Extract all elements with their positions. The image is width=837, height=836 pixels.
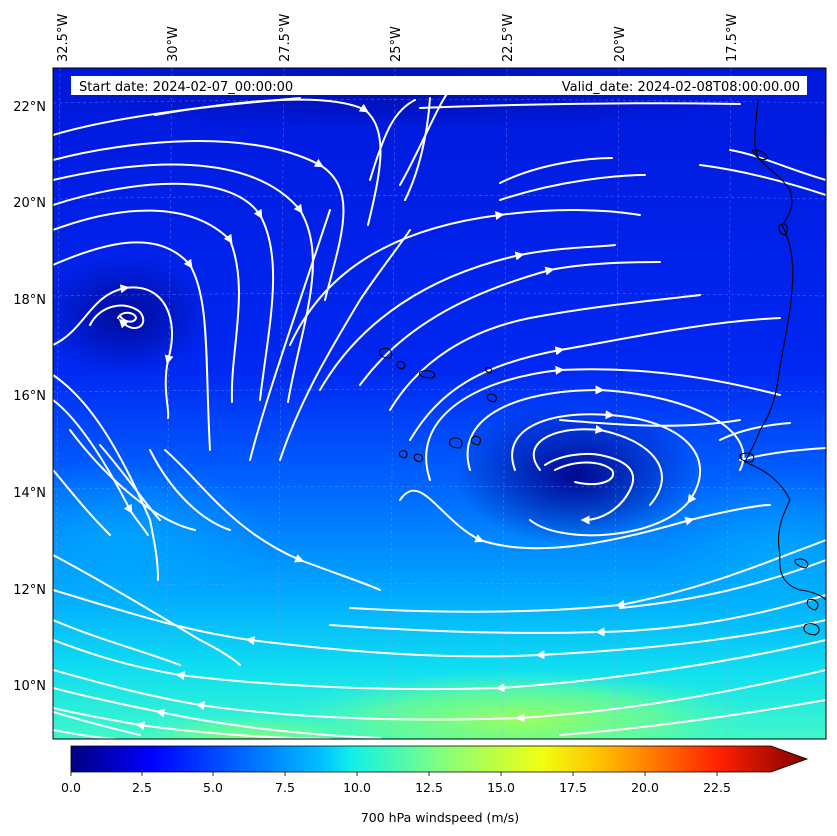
- colorbar-tick-label: 12.5: [415, 780, 443, 795]
- coastlines: [378, 99, 826, 636]
- lat-label: 22°N: [13, 100, 46, 115]
- start-date-text: Start date: 2024-02-07_00:00:00: [79, 80, 293, 95]
- colorbar-bar: [70, 745, 809, 773]
- lon-label: 25°W: [389, 26, 404, 62]
- lon-label: 22.5°W: [501, 14, 516, 62]
- lat-label: 16°N: [13, 389, 46, 404]
- lon-label: 17.5°W: [725, 14, 740, 62]
- lat-label: 14°N: [13, 486, 46, 501]
- low-west-core: [53, 255, 210, 375]
- latitude-labels: 22°N 20°N 18°N 16°N 14°N 12°N 10°N: [13, 100, 46, 694]
- colorbar: 0.0 2.5 5.0 7.5 10.0 12.5 15.0 17.5 20.0…: [61, 745, 809, 825]
- colorbar-tick-label: 5.0: [203, 780, 223, 795]
- streamlines: [53, 89, 826, 739]
- lat-label: 12°N: [13, 583, 46, 598]
- valid-date-text: Valid_date: 2024-02-08T08:00:00.00: [562, 80, 800, 95]
- lon-label: 20°W: [613, 26, 628, 62]
- colorbar-title: 700 hPa windspeed (m/s): [361, 810, 519, 825]
- lat-label: 20°N: [13, 196, 46, 211]
- map-frame: [52, 67, 827, 740]
- colorbar-tick-label: 20.0: [631, 780, 659, 795]
- lat-label: 18°N: [13, 293, 46, 308]
- info-banner: [71, 76, 807, 95]
- longitude-labels: 32.5°W 30°W 27.5°W 25°W 22.5°W 20°W 17.5…: [56, 14, 740, 62]
- map-panel: [53, 68, 826, 739]
- colorbar-tick-labels: 0.0 2.5 5.0 7.5 10.0 12.5 15.0 17.5 20.0…: [61, 780, 731, 795]
- cyan-band-east: [660, 470, 826, 650]
- colorbar-tick-label: 15.0: [487, 780, 515, 795]
- lon-label: 30°W: [166, 26, 181, 62]
- colorbar-tick-label: 17.5: [559, 780, 587, 795]
- colorbar-tick-label: 7.5: [275, 780, 295, 795]
- lat-label: 10°N: [13, 679, 46, 694]
- colorbar-tick-label: 0.0: [61, 780, 81, 795]
- colorbar-tick-label: 10.0: [343, 780, 371, 795]
- colorbar-tick-label: 22.5: [703, 780, 731, 795]
- lon-label: 32.5°W: [56, 14, 71, 62]
- colorbar-ticks: [70, 772, 718, 776]
- lon-label: 27.5°W: [278, 14, 293, 62]
- colorbar-tick-label: 2.5: [132, 780, 152, 795]
